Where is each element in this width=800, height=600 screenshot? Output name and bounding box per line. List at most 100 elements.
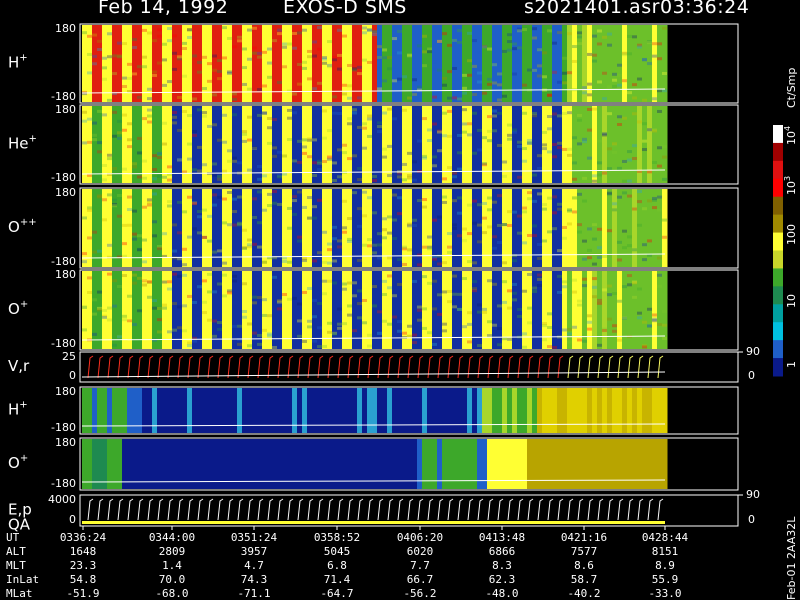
energy-stick	[267, 498, 274, 521]
energy-stick	[517, 498, 524, 521]
velocity-stick	[297, 355, 304, 379]
footer-cell: 0413:48	[479, 531, 525, 544]
velocity-stick	[337, 355, 344, 379]
velocity-stick	[167, 355, 174, 379]
footer-cell: 0421:16	[561, 531, 607, 544]
energy-stick	[237, 498, 244, 521]
velocity-stick	[577, 355, 584, 379]
energy-stick	[477, 498, 484, 521]
colorbar-cell	[773, 358, 783, 377]
panel-label: V,r	[8, 357, 30, 375]
panel-ymin-label: -180	[51, 171, 76, 184]
footer-cell: 8151	[652, 545, 679, 558]
energy-stick	[427, 498, 434, 521]
panel-ymax-label: 180	[55, 436, 76, 449]
footer-cell: -68.0	[155, 587, 188, 600]
panel-frame	[79, 351, 739, 383]
velocity-stick	[87, 355, 94, 379]
footer-cell: 55.9	[652, 573, 679, 586]
colorbar-cell	[773, 196, 783, 216]
footer-cell: -71.1	[237, 587, 270, 600]
energy-stick	[307, 498, 314, 521]
panel-ymax-label: 180	[55, 186, 76, 199]
energy-stick	[527, 498, 534, 521]
header-mission: EXOS-D SMS	[283, 0, 407, 18]
panel-label-secondary: QA	[8, 516, 31, 534]
velocity-stick	[317, 355, 324, 379]
footer-cell: -51.9	[66, 587, 99, 600]
footer-cell: -48.0	[485, 587, 518, 600]
panel-right-bottom-label: 0	[748, 369, 755, 382]
energy-stick	[97, 498, 104, 521]
colorbar-tick-label: 104	[783, 126, 798, 145]
energy-stick	[277, 498, 284, 521]
velocity-stick	[587, 355, 594, 379]
velocity-stick	[377, 355, 384, 379]
velocity-stick	[307, 355, 314, 379]
velocity-stick	[647, 355, 654, 379]
energy-stick	[547, 498, 554, 521]
energy-stick	[177, 498, 184, 521]
footer-row-label: ALT	[6, 545, 26, 558]
energy-stick	[457, 498, 464, 521]
velocity-stick	[277, 355, 284, 379]
velocity-stick	[457, 355, 464, 379]
footer-cell: 7577	[571, 545, 598, 558]
panel-ymax-label: 180	[55, 385, 76, 398]
footer-cell: 2809	[159, 545, 186, 558]
velocity-stick	[447, 355, 454, 379]
footer-row-label: MLT	[6, 559, 26, 572]
panel-frame	[79, 23, 739, 104]
velocity-stick	[237, 355, 244, 379]
energy-stick	[657, 498, 664, 521]
footer-row-label: MLat	[6, 587, 33, 600]
energy-stick	[317, 498, 324, 521]
footer-cell: 1.4	[162, 559, 182, 572]
energy-stick	[217, 498, 224, 521]
panel-label: He+	[8, 134, 37, 153]
energy-stick	[107, 498, 114, 521]
footer-cell: 5045	[324, 545, 351, 558]
energy-stick	[397, 498, 404, 521]
footer-tag: Feb-01 2AA32L	[785, 516, 798, 600]
colorbar-cell	[773, 232, 783, 251]
energy-stick	[587, 498, 594, 521]
footer-cell: 3957	[241, 545, 268, 558]
footer-cell: 0351:24	[231, 531, 278, 544]
colorbar-cell	[773, 178, 783, 198]
footer-cell: 0428:44	[642, 531, 689, 544]
trace-line	[81, 88, 666, 94]
footer-cell: 71.4	[324, 573, 351, 586]
header-date: Feb 14, 1992	[98, 0, 229, 18]
footer-cell: -56.2	[403, 587, 436, 600]
velocity-stick	[117, 355, 124, 379]
energy-stick	[417, 498, 424, 521]
energy-stick	[257, 498, 264, 521]
panel-label: H+	[8, 400, 28, 419]
spectrogram-panel-fill	[82, 106, 668, 183]
colorbar-tick-label: 100	[785, 224, 798, 245]
velocity-stick	[617, 355, 624, 379]
velocity-stick	[187, 355, 194, 379]
footer-cell: 6866	[489, 545, 516, 558]
velocity-stick	[327, 355, 334, 379]
energy-stick	[467, 498, 474, 521]
energy-stick	[297, 498, 304, 521]
spectrogram-panel-fill	[82, 439, 668, 489]
panel-ymin-label: -180	[51, 477, 76, 490]
energy-stick	[597, 498, 604, 521]
energy-stick	[127, 498, 134, 521]
header-filename: s2021401.asr	[524, 0, 660, 18]
energy-stick	[327, 498, 334, 521]
energy-stick	[447, 498, 454, 521]
footer-row-label: UT	[6, 531, 20, 544]
velocity-stick	[357, 355, 364, 379]
footer-cell: 7.7	[410, 559, 430, 572]
velocity-stick	[287, 355, 294, 379]
velocity-stick	[147, 355, 154, 379]
energy-stick	[227, 498, 234, 521]
velocity-stick	[497, 355, 504, 379]
energy-stick	[367, 498, 374, 521]
footer-cell: 0336:24	[60, 531, 107, 544]
panel-frame	[79, 187, 739, 269]
